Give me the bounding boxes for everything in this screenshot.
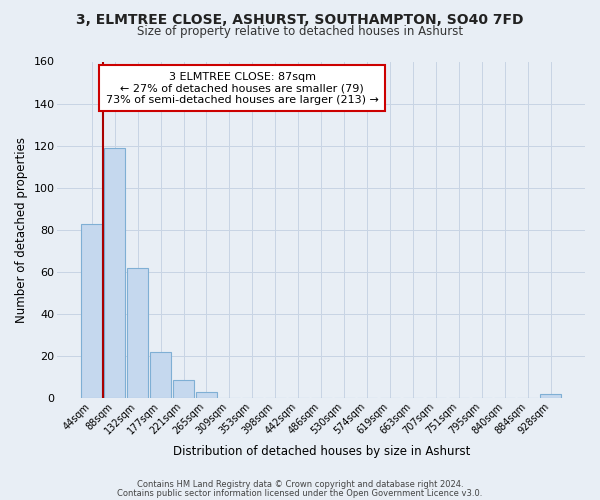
Text: Contains public sector information licensed under the Open Government Licence v3: Contains public sector information licen… [118, 488, 482, 498]
Bar [82, 224, 102, 398]
Bar [541, 394, 561, 398]
Text: 3, ELMTREE CLOSE, ASHURST, SOUTHAMPTON, SO40 7FD: 3, ELMTREE CLOSE, ASHURST, SOUTHAMPTON, … [76, 12, 524, 26]
Bar [196, 392, 217, 398]
Text: 3 ELMTREE CLOSE: 87sqm
← 27% of detached houses are smaller (79)
73% of semi-det: 3 ELMTREE CLOSE: 87sqm ← 27% of detached… [106, 72, 379, 105]
X-axis label: Distribution of detached houses by size in Ashurst: Distribution of detached houses by size … [173, 444, 470, 458]
Text: Contains HM Land Registry data © Crown copyright and database right 2024.: Contains HM Land Registry data © Crown c… [137, 480, 463, 489]
Bar [104, 148, 125, 399]
Text: Size of property relative to detached houses in Ashurst: Size of property relative to detached ho… [137, 25, 463, 38]
Y-axis label: Number of detached properties: Number of detached properties [15, 137, 28, 323]
Bar [173, 380, 194, 398]
Bar [127, 268, 148, 398]
Bar [150, 352, 171, 399]
